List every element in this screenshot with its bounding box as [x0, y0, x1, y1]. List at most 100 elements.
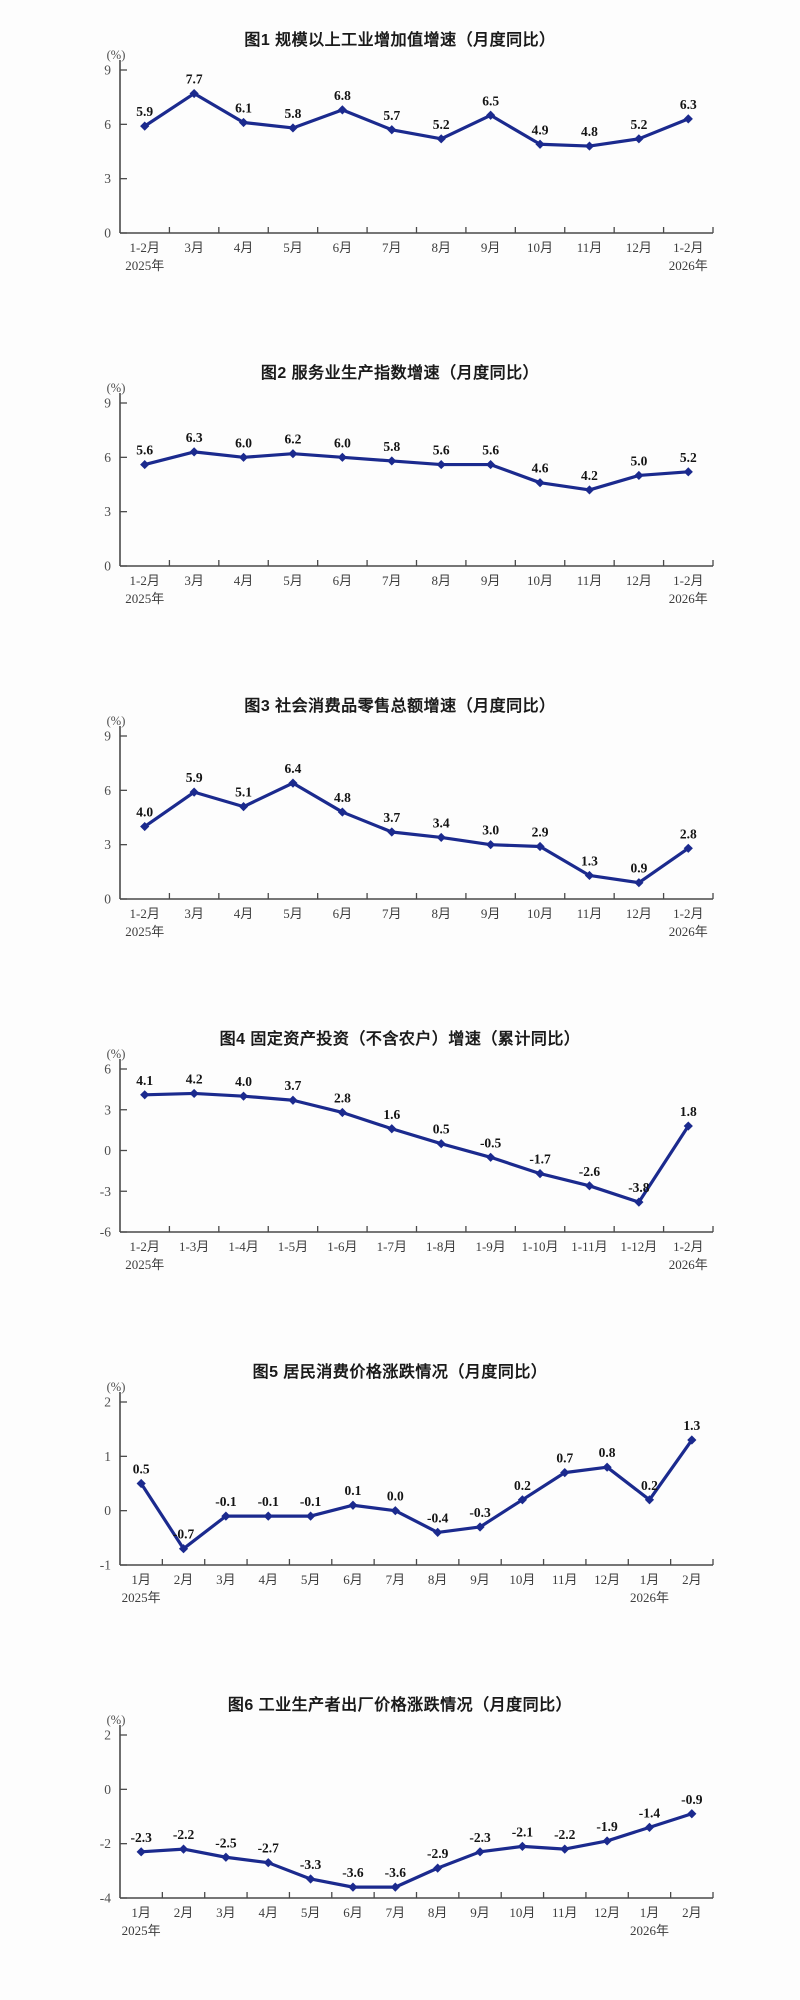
- x-category-label: 1-2月: [673, 1239, 703, 1254]
- data-point-marker: [634, 134, 644, 144]
- data-point-label: 5.6: [136, 443, 153, 458]
- chart-block-industrial-output: 图1 规模以上工业增加值增速（月度同比） (%) 0 3 6 9 5.9 1-2月 7.7 3月…: [0, 0, 800, 333]
- data-point-marker: [433, 1863, 443, 1873]
- data-point-label: 6.4: [285, 761, 302, 776]
- data-point-label: 5.1: [235, 785, 252, 800]
- data-point-marker: [189, 88, 199, 99]
- x-category-label: 8月: [428, 1905, 448, 1920]
- chart-block-services-index: 图2 服务业生产指数增速（月度同比） (%) 0 3 6 9 5.6 1-2月 6.3 3月 6.…: [0, 333, 800, 666]
- data-point-marker: [584, 485, 595, 495]
- chart-block-retail-sales: 图3 社会消费品零售总额增速（月度同比） (%) 0 3 6 9 4.0 1-2月 5.9 3月…: [0, 666, 800, 999]
- data-point-marker: [683, 467, 693, 477]
- data-point-marker: [189, 1088, 199, 1099]
- unit-label: (%): [107, 1047, 126, 1061]
- y-tick-label: 2: [104, 1395, 111, 1410]
- x-category-label: 11月: [552, 1572, 578, 1587]
- data-point-marker: [683, 843, 693, 853]
- x-category-label: 7月: [386, 1572, 406, 1587]
- data-point-label: -0.7: [173, 1527, 195, 1542]
- x-category-label: 1月: [131, 1572, 151, 1587]
- data-point-marker: [306, 1874, 316, 1884]
- data-point-marker: [189, 447, 199, 457]
- data-point-marker: [263, 1511, 273, 1521]
- data-point-label: 6.5: [482, 93, 499, 108]
- data-point-label: 3.4: [433, 815, 450, 830]
- data-point-label: -2.3: [469, 1830, 491, 1845]
- data-point-marker: [221, 1852, 231, 1862]
- x-category-label: 7月: [382, 573, 402, 588]
- y-tick-label: 1: [104, 1449, 111, 1464]
- x-category-label: 12月: [626, 906, 652, 921]
- data-point-label: 5.9: [186, 770, 203, 785]
- data-point-marker: [517, 1495, 527, 1505]
- year-label: 2026年: [669, 924, 708, 939]
- data-point-label: -3.6: [342, 1865, 364, 1880]
- x-category-label: 3月: [184, 240, 204, 255]
- y-tick-label: 6: [104, 1062, 111, 1077]
- x-category-label: 1-2月: [130, 240, 160, 255]
- chart-title: 图4 固定资产投资（不含农户）增速（累计同比）: [219, 1031, 581, 1048]
- chart-title: 图3 社会消费品零售总额增速（月度同比）: [244, 698, 556, 715]
- chart-block-fixed-investment: 图4 固定资产投资（不含农户）增速（累计同比） (%) -6 -3 0 3 6 4.1 1-2…: [0, 999, 800, 1332]
- data-point-label: 5.6: [482, 443, 499, 458]
- y-tick-label: 0: [104, 892, 111, 907]
- data-point-marker: [634, 878, 644, 888]
- x-category-label: 1-8月: [426, 1239, 456, 1254]
- data-point-marker: [140, 121, 150, 131]
- data-point-label: 6.8: [334, 88, 351, 103]
- year-label: 2026年: [669, 591, 708, 606]
- x-category-label: 6月: [333, 573, 353, 588]
- data-point-label: -2.1: [512, 1824, 534, 1839]
- y-tick-label: 2: [104, 1728, 111, 1743]
- y-tick-label: 9: [104, 63, 111, 78]
- data-point-marker: [433, 1527, 443, 1537]
- y-tick-label: 9: [104, 396, 111, 411]
- data-point-marker: [288, 1095, 298, 1105]
- y-tick-label: 0: [104, 1143, 111, 1158]
- x-category-label: 11月: [552, 1905, 578, 1920]
- data-point-label: 6.0: [334, 435, 351, 450]
- x-category-label: 7月: [382, 906, 402, 921]
- x-category-label: 6月: [343, 1905, 363, 1920]
- x-category-label: 5月: [301, 1905, 321, 1920]
- y-tick-label: 6: [104, 450, 111, 465]
- x-category-label: 3月: [216, 1905, 236, 1920]
- year-label: 2025年: [125, 258, 164, 273]
- data-point-label: -0.1: [215, 1494, 237, 1509]
- data-point-label: -0.5: [480, 1135, 502, 1150]
- y-tick-label: 9: [104, 729, 111, 744]
- data-point-label: 6.3: [186, 430, 203, 445]
- data-point-marker: [387, 456, 397, 466]
- data-line: [143, 1091, 690, 1204]
- x-category-label: 1-6月: [327, 1239, 357, 1254]
- x-category-label: 11月: [577, 906, 603, 921]
- x-category-label: 6月: [333, 906, 353, 921]
- chart-block-ppi: 图6 工业生产者出厂价格涨跌情况（月度同比） (%) -4 -2 0 2 -2.3 1月 -2…: [0, 1665, 800, 1998]
- data-point-marker: [584, 870, 595, 881]
- y-tick-label: -4: [100, 1891, 111, 1906]
- unit-label: (%): [107, 48, 126, 62]
- x-category-label: 1月: [131, 1905, 151, 1920]
- y-tick-label: -2: [100, 1836, 111, 1851]
- y-tick-label: 3: [104, 837, 111, 852]
- x-category-label: 6月: [343, 1572, 363, 1587]
- data-point-marker: [644, 1495, 655, 1505]
- data-point-marker: [387, 1124, 397, 1134]
- data-point-marker: [584, 1181, 595, 1191]
- data-point-label: 5.2: [630, 117, 647, 132]
- data-point-label: 3.0: [482, 823, 499, 838]
- data-point-marker: [221, 1511, 231, 1521]
- data-point-marker: [560, 1844, 570, 1854]
- data-point-label: 5.7: [383, 108, 400, 123]
- y-tick-label: 0: [104, 1782, 111, 1797]
- data-point-label: 1.6: [383, 1107, 400, 1122]
- data-point-label: -3.8: [628, 1180, 650, 1195]
- data-point-label: 5.8: [383, 439, 400, 454]
- line-chart-fixed-investment: (%) -6 -3 0 3 6 4.1 1-2月 4.2 1-3月 4.0 1-4月 3.7 1-5月 2.…: [100, 1047, 714, 1272]
- x-category-label: 4月: [234, 240, 254, 255]
- data-point-label: 4.6: [532, 461, 549, 476]
- data-point-marker: [486, 840, 496, 850]
- data-point-marker: [238, 1091, 249, 1101]
- data-point-label: 6.1: [235, 101, 252, 116]
